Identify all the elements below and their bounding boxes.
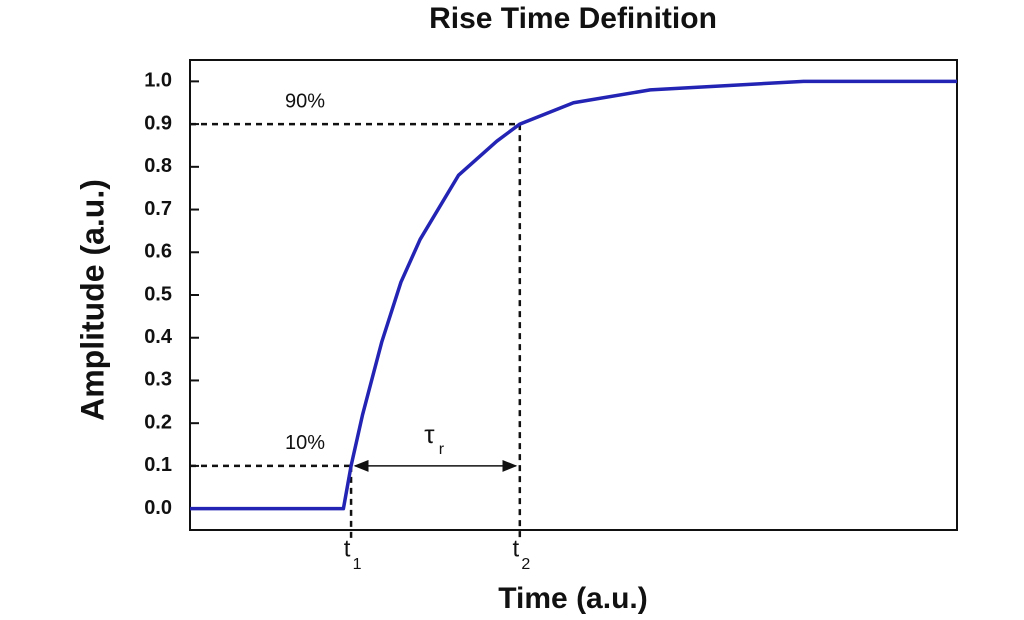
chart-title: Rise Time Definition [429, 2, 717, 35]
plot-frame [189, 59, 958, 531]
y-tick-label: 1.0 [144, 70, 172, 92]
time-label: t [344, 535, 351, 562]
time-subscript: 2 [521, 556, 530, 573]
y-tick-label: 0.0 [144, 497, 172, 519]
interval-subscript: r [439, 441, 445, 458]
x-axis-label: Time (a.u.) [498, 582, 647, 615]
y-tick-label: 0.2 [144, 411, 172, 433]
y-tick-label: 0.6 [144, 241, 172, 263]
level-label: 90% [285, 90, 325, 112]
time-subscript: 1 [353, 556, 362, 573]
interval-symbol: τ [424, 419, 435, 449]
y-tick-label: 0.5 [144, 283, 172, 305]
data-line [190, 79, 957, 511]
y-tick-label: 0.9 [144, 112, 172, 134]
y-axis-label: Amplitude (a.u.) [74, 179, 110, 421]
y-tick-label: 0.7 [144, 198, 172, 220]
y-tick-label: 0.4 [144, 326, 173, 348]
y-tick-label: 0.3 [144, 369, 172, 391]
time-label: t [512, 535, 519, 562]
level-label: 10% [285, 432, 325, 454]
y-tick-label: 0.8 [144, 155, 172, 177]
y-tick-label: 0.1 [144, 454, 172, 476]
